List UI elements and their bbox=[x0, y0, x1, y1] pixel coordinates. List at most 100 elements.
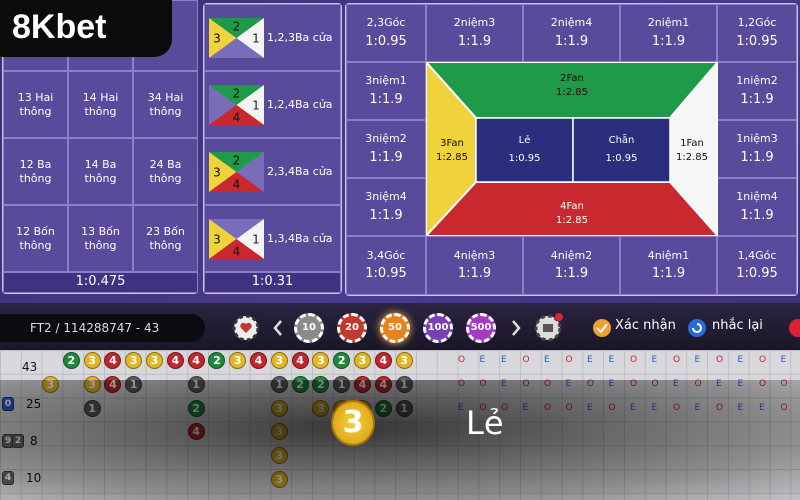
fan-board bbox=[426, 62, 718, 236]
inner-name: Chẵn bbox=[608, 134, 635, 146]
flag-digit: 3 bbox=[213, 233, 221, 247]
bet-odds: 1:1.9 bbox=[740, 207, 774, 223]
repeat-icon bbox=[688, 319, 706, 337]
road-bead: 3 bbox=[270, 352, 288, 369]
bet-name: 4niệm2 bbox=[550, 248, 593, 262]
even-area[interactable] bbox=[572, 117, 671, 183]
bet-cell[interactable]: 12 Ba thông bbox=[3, 138, 68, 205]
odd-area[interactable] bbox=[475, 117, 574, 183]
close-icon[interactable] bbox=[789, 319, 800, 337]
bet-odds: 1:1.9 bbox=[369, 91, 403, 107]
three-door-cell[interactable]: 2 3 4 2,3,4Ba cửa bbox=[204, 138, 341, 205]
odd-even-mark: E bbox=[544, 355, 550, 365]
flag-part bbox=[236, 219, 264, 259]
chip[interactable]: 100 bbox=[423, 313, 453, 343]
bet-cell[interactable]: 4niệm2 1:1.9 bbox=[523, 236, 620, 295]
bet-cell[interactable]: 14 Hai thông bbox=[68, 71, 133, 138]
flag-part bbox=[209, 219, 237, 259]
bet-cell[interactable]: 34 Hai thông bbox=[133, 71, 198, 138]
repeat-button[interactable]: nhắc lại bbox=[712, 318, 763, 333]
bet-cell[interactable]: 13 Bốn thông bbox=[68, 205, 133, 272]
fan-label: 3Fan 1:2.85 bbox=[412, 135, 492, 167]
inner-odds: 1:0.95 bbox=[508, 153, 541, 164]
inner-label: Lẻ 1:0.95 bbox=[476, 118, 573, 182]
flag-digit: 3 bbox=[213, 32, 221, 46]
heart-icon bbox=[240, 322, 252, 333]
bet-cell[interactable]: 3,4Góc 1:0.95 bbox=[346, 236, 426, 295]
bet-name: 1,2Góc bbox=[737, 16, 777, 29]
bet-cell[interactable]: 2niệm1 1:1.9 bbox=[620, 4, 717, 62]
bet-name: 4niệm1 bbox=[647, 248, 690, 262]
odd-even-mark: O bbox=[458, 355, 466, 365]
round-box bbox=[0, 314, 205, 342]
three-door-cell[interactable]: 2 1 4 1,2,4Ba cửa bbox=[204, 71, 341, 138]
prev-arrow[interactable] bbox=[273, 320, 282, 336]
road-bead: 3 bbox=[83, 352, 101, 369]
road-count: 43 bbox=[22, 360, 38, 374]
bet-cell[interactable]: 4niệm3 1:1.9 bbox=[426, 236, 523, 295]
flag-part bbox=[236, 18, 264, 58]
three-door-cell[interactable]: 3 2 1 1,2,3Ba cửa bbox=[204, 4, 341, 71]
confirm-icon bbox=[593, 319, 611, 337]
logo-box bbox=[0, 0, 172, 57]
bet-cell[interactable]: 2,3Góc 1:0.95 bbox=[346, 4, 426, 62]
bet-odds: 1:0.95 bbox=[736, 33, 778, 49]
odd-even-mark: E bbox=[694, 355, 701, 365]
bet-name: 3niệm1 bbox=[365, 74, 407, 87]
flag-part bbox=[209, 172, 264, 192]
bet-cell[interactable]: 24 Ba thông bbox=[133, 138, 198, 205]
odd-even-mark: O bbox=[565, 355, 573, 365]
next-arrow[interactable] bbox=[512, 320, 521, 336]
chip[interactable]: 500 bbox=[466, 313, 496, 343]
bet-odds: 1:1.9 bbox=[369, 207, 403, 223]
chip[interactable]: 50 bbox=[380, 313, 410, 343]
flag-part bbox=[209, 18, 237, 58]
fan-name: 2Fan bbox=[560, 72, 584, 84]
bet-cell[interactable]: 13 Hai thông bbox=[3, 71, 68, 138]
pair-odds[interactable]: 1:0.475 bbox=[3, 272, 198, 293]
road-bead: 3 bbox=[125, 352, 143, 369]
odd-even-mark: O bbox=[673, 355, 681, 365]
fan-odds: 1:2.85 bbox=[556, 215, 588, 226]
odd-even-mark: E bbox=[501, 355, 507, 365]
bet-cell[interactable]: 1niệm3 1:1.9 bbox=[717, 120, 797, 178]
odd-even-mark: E bbox=[479, 355, 486, 365]
odd-even-mark: E bbox=[780, 355, 787, 365]
flag-digit: 1 bbox=[252, 233, 260, 247]
bet-cell[interactable]: 1,4Góc 1:0.95 bbox=[717, 236, 797, 295]
road-bead: 4 bbox=[291, 352, 309, 369]
repeat-arrow bbox=[692, 323, 702, 333]
bet-odds: 1:1.9 bbox=[740, 149, 774, 165]
chip[interactable]: 20 bbox=[337, 313, 367, 343]
door-flag: 321 bbox=[209, 18, 264, 58]
confirm-button[interactable]: Xác nhận bbox=[615, 318, 676, 333]
bet-cell[interactable]: 2niệm3 1:1.9 bbox=[426, 4, 523, 62]
bet-odds: 1:1.9 bbox=[457, 33, 492, 49]
logo: 8Kbet bbox=[12, 8, 107, 46]
bet-cell[interactable]: 3niệm1 1:1.9 bbox=[346, 62, 426, 120]
bet-cell[interactable]: 12 Bốn thông bbox=[3, 205, 68, 272]
bet-name: 3niệm4 bbox=[365, 190, 407, 203]
bet-cell[interactable]: 2niệm4 1:1.9 bbox=[523, 4, 620, 62]
bet-name: 2niệm3 bbox=[453, 16, 496, 29]
bet-cell[interactable]: 14 Ba thông bbox=[68, 138, 133, 205]
fan-label: 2Fan 1:2.85 bbox=[532, 70, 612, 102]
toolbar-icons bbox=[232, 313, 800, 342]
chip-settings-icon bbox=[543, 324, 553, 332]
bet-cell[interactable]: 1niệm2 1:1.9 bbox=[717, 62, 797, 120]
bet-cell[interactable]: 1,2Góc 1:0.95 bbox=[717, 4, 797, 62]
flag-digit: 1 bbox=[252, 32, 260, 46]
bet-cell[interactable]: 3niệm4 1:1.9 bbox=[346, 178, 426, 236]
chip[interactable]: 10 bbox=[294, 313, 324, 343]
bet-cell[interactable]: 3niệm2 1:1.9 bbox=[346, 120, 426, 178]
three-door-odds[interactable]: 1:0.31 bbox=[204, 272, 341, 293]
bet-odds: 1:1.9 bbox=[554, 266, 589, 282]
result-shade bbox=[0, 380, 800, 500]
bet-cell[interactable]: 4niệm1 1:1.9 bbox=[620, 236, 717, 295]
three-door-cell[interactable]: 3 1 4 1,3,4Ba cửa bbox=[204, 205, 341, 272]
fan-name: 4Fan bbox=[560, 200, 584, 212]
bet-cell[interactable]: 23 Bốn thông bbox=[133, 205, 198, 272]
fan-odds: 1:2.85 bbox=[676, 152, 708, 163]
bet-cell[interactable]: 1niệm4 1:1.9 bbox=[717, 178, 797, 236]
flag-digit: 4 bbox=[233, 245, 241, 259]
